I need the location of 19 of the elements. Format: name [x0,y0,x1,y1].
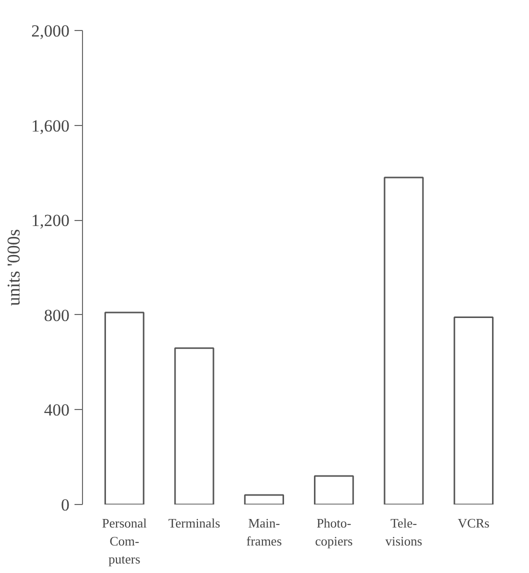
x-tick-label: Photo- copiers [315,516,353,548]
x-tick-label: Main- frames [246,516,282,548]
x-tick-label: Personal Com- puters [102,516,148,566]
y-tick-label: 800 [44,306,70,325]
y-tick-label: 1,200 [31,211,70,230]
y-tick-label: 400 [44,400,70,420]
bar [454,316,494,504]
y-tick-label: 1,600 [31,116,70,136]
bar [104,312,144,504]
x-tick-label: Tele- visions [385,516,422,548]
y-axis-title: units '000s [3,229,24,306]
bar [244,494,284,504]
bar [384,176,424,504]
bar [314,475,354,504]
y-tick-label: 2,000 [31,22,70,40]
bar [174,347,214,504]
x-tick-label: VCRs [458,516,490,530]
x-tick-label: Terminals [168,516,220,530]
y-tick-label: 0 [61,496,70,514]
